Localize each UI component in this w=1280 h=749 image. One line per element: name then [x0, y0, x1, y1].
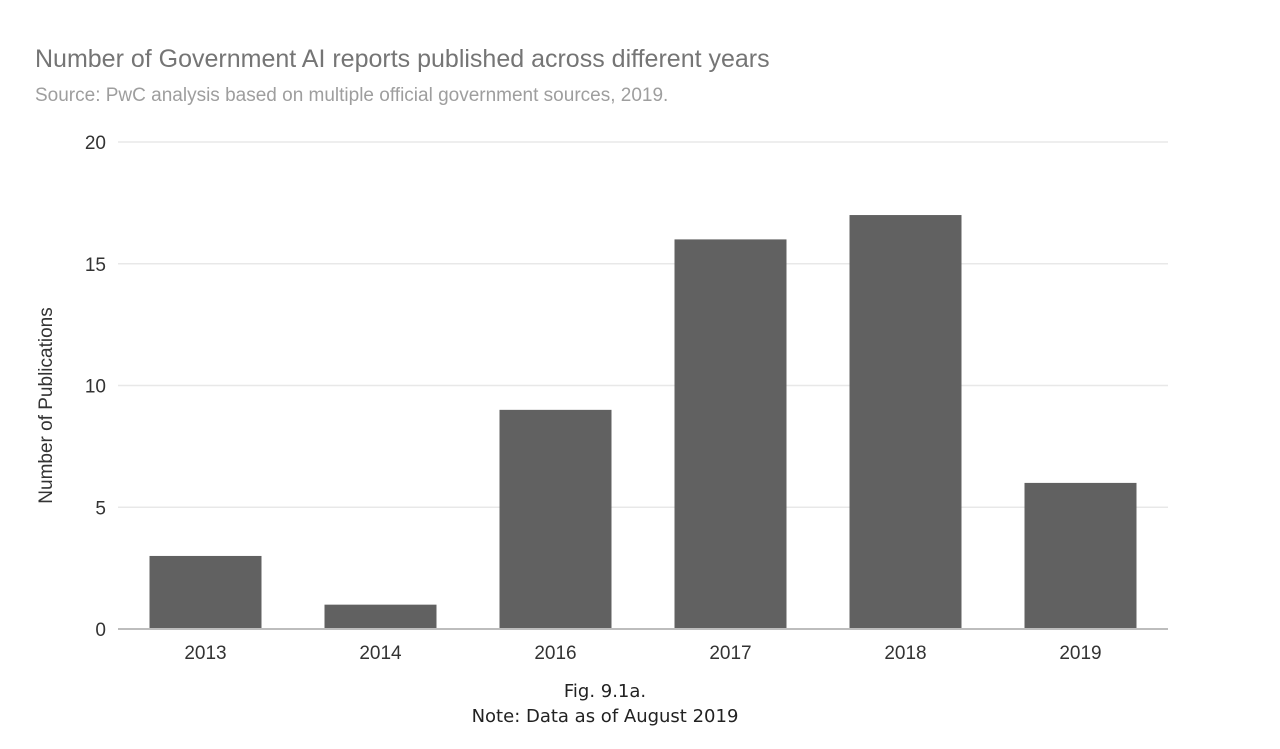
- bar: [324, 604, 437, 629]
- x-tick-label: 2017: [709, 643, 751, 664]
- y-tick-label: 20: [85, 133, 106, 154]
- bar: [849, 215, 962, 630]
- bar: [149, 555, 262, 629]
- figure-note: Note: Data as of August 2019: [471, 706, 739, 727]
- y-tick-label: 10: [85, 377, 106, 398]
- x-tick-label: 2016: [534, 643, 576, 664]
- y-axis-ticks: 0 5 10 15 20: [85, 133, 106, 641]
- y-tick-label: 0: [95, 620, 106, 641]
- y-tick-label: 5: [95, 498, 106, 519]
- bar: [499, 409, 612, 629]
- y-tick-label: 15: [85, 255, 106, 276]
- chart-title: Number of Government AI reports publishe…: [35, 45, 770, 73]
- chart-subtitle: Source: PwC analysis based on multiple o…: [35, 85, 669, 106]
- figure-caption: Fig. 9.1a.: [563, 681, 647, 702]
- bar: [674, 239, 787, 629]
- gridlines: [118, 141, 1168, 508]
- x-tick-label: 2019: [1059, 643, 1101, 664]
- x-tick-label: 2013: [184, 643, 226, 664]
- y-axis-label: Number of Publications: [36, 307, 57, 503]
- bar: [1024, 482, 1137, 629]
- bars: [149, 215, 1137, 630]
- x-tick-label: 2018: [884, 643, 926, 664]
- x-axis-ticks: 2013 2014 2016 2017 2018 2019: [184, 643, 1101, 664]
- x-tick-label: 2014: [359, 643, 402, 664]
